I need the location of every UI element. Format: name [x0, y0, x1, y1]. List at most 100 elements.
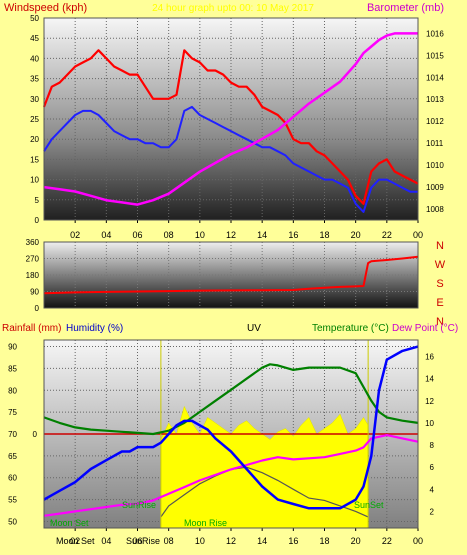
- x-tick-label: 02: [70, 230, 80, 240]
- x-tick-label: 08: [164, 536, 174, 546]
- windspeed-tick-label: 0: [35, 216, 40, 225]
- humidity-tick-label: 60: [8, 474, 17, 483]
- compass-letter: W: [435, 259, 446, 271]
- direction-panel-series: [43, 255, 419, 295]
- x-tick-label: 14: [257, 536, 267, 546]
- humidity-tick-label: 55: [8, 496, 17, 505]
- barometer-line: [43, 32, 418, 206]
- barometer-axis: 1008 1009 1010 1011 1012 1013 1014 1015 1016: [426, 29, 444, 214]
- x-tick-label: 12: [226, 536, 236, 546]
- barometer-tick-label: 1014: [426, 73, 444, 82]
- humidity-tick-label: 65: [8, 452, 17, 461]
- windspeed-axis-title: Windspeed (kph): [4, 2, 87, 14]
- x-tick-label: 18: [319, 536, 329, 546]
- humidity-tick-label: 70: [8, 430, 17, 439]
- windspeed-tick-label: 10: [30, 176, 39, 185]
- humidity-tick-label: 90: [8, 343, 17, 352]
- windspeed-tick-label: 35: [30, 75, 39, 84]
- x-tick-label: 14: [257, 230, 267, 240]
- barometer-tick-label: 1015: [426, 51, 444, 60]
- humidity-tick-label: 80: [8, 386, 17, 395]
- direction-axis: 0 90 180 270 360: [26, 238, 40, 313]
- direction-tick-label: 0: [35, 304, 40, 313]
- windspeed-tick-label: 45: [30, 34, 39, 43]
- wind-direction-line: [43, 255, 419, 295]
- temperature-axis: 2 4 6 8 10 12 14 16: [425, 353, 434, 517]
- barometer-tick-label: 1012: [426, 117, 444, 126]
- temperature-tick-label: 2: [430, 507, 435, 516]
- barometer-tick-label: 1008: [426, 205, 444, 214]
- humidity-axis: 50 55 60 65 70 75 80 85 90 0: [8, 343, 37, 527]
- barometer-tick-label: 1010: [426, 161, 444, 170]
- wind-average-line: [43, 105, 418, 213]
- compass-letter: S: [436, 278, 443, 290]
- humidity-tick-label: 75: [8, 408, 17, 417]
- temperature-tick-label: 10: [425, 419, 434, 428]
- windspeed-tick-label: 50: [30, 14, 39, 23]
- x-tick-label: 04: [101, 230, 111, 240]
- direction-tick-label: 360: [26, 238, 40, 247]
- windspeed-tick-label: 25: [30, 115, 39, 124]
- direction-tick-label: 90: [30, 288, 39, 297]
- humidity-tick-label: 85: [8, 364, 17, 373]
- temperature-tick-label: 6: [430, 463, 435, 472]
- barometer-tick-label: 1016: [426, 29, 444, 38]
- x-tick-label: 18: [319, 230, 329, 240]
- x-tick-label: 06: [132, 230, 142, 240]
- barometer-tick-label: 1013: [426, 95, 444, 104]
- rain-panel-series: [43, 340, 419, 529]
- x-tick-label: 04: [101, 536, 111, 546]
- x-tick-label: 16: [288, 536, 298, 546]
- temperature-tick-label: 4: [430, 485, 435, 494]
- compass-letter: N: [436, 240, 444, 252]
- windspeed-tick-label: 20: [30, 135, 39, 144]
- x-tick-label: 12: [226, 230, 236, 240]
- moonset-axis-label: Moon Set: [56, 536, 95, 546]
- wind-panel-x-axis: 02 04 06 08 10 12 14 16 18 20 22 00: [70, 220, 423, 240]
- humidity-tick-label: 50: [8, 517, 17, 526]
- rain-panel-x-axis: 02 04 06 08 10 12 14 16 18 20 22 00: [70, 528, 423, 546]
- windspeed-tick-label: 40: [30, 54, 39, 63]
- x-tick-label: 06: [132, 536, 142, 546]
- compass-letter: E: [436, 297, 443, 309]
- temperature-tick-label: 8: [430, 441, 435, 450]
- barometer-axis-title: Barometer (mb): [367, 2, 444, 14]
- moonset-label: Moon Set: [50, 518, 89, 528]
- direction-tick-label: 180: [26, 271, 40, 280]
- windspeed-axis: 0 5 10 15 20 25 30 35 40 45 50: [30, 14, 39, 225]
- temperature-tick-label: 14: [425, 375, 434, 384]
- wind-gust-line: [42, 49, 419, 205]
- humidity-axis-title: Humidity (%): [66, 323, 123, 334]
- x-tick-label: 10: [195, 230, 205, 240]
- windspeed-tick-label: 15: [30, 155, 39, 164]
- rain-panel-border: [43, 339, 419, 529]
- temperature-axis-title: Temperature (°C): [312, 323, 389, 334]
- windspeed-tick-label: 5: [35, 196, 40, 205]
- x-tick-label: 00: [413, 230, 423, 240]
- temperature-line: [43, 363, 419, 436]
- rainfall-tick-label: 0: [33, 430, 38, 439]
- barometer-tick-label: 1009: [426, 183, 444, 192]
- windspeed-tick-label: 30: [30, 95, 39, 104]
- dew-point-line: [43, 434, 419, 517]
- x-tick-label: 02: [70, 536, 80, 546]
- humidity-line: [43, 345, 419, 510]
- sunrise-axis-label: SunRise: [126, 536, 160, 546]
- solar-line: [160, 466, 369, 518]
- graph-title: 24 hour graph upto 00: 10 May 2017: [152, 3, 314, 14]
- direction-panel-border: [43, 241, 419, 309]
- direction-panel-grid: [44, 242, 419, 308]
- sunset-label: SunSet: [354, 500, 384, 510]
- sunrise-label: SunRise: [122, 500, 156, 510]
- x-tick-label: 22: [382, 536, 392, 546]
- moonrise-label: Moon Rise: [184, 518, 227, 528]
- x-tick-label: 16: [288, 230, 298, 240]
- x-tick-label: 22: [382, 230, 392, 240]
- barometer-tick-label: 1011: [426, 139, 444, 148]
- wind-panel-border: [43, 17, 419, 221]
- temperature-tick-label: 16: [425, 353, 434, 362]
- direction-tick-label: 270: [26, 255, 40, 264]
- temperature-tick-label: 12: [425, 397, 434, 406]
